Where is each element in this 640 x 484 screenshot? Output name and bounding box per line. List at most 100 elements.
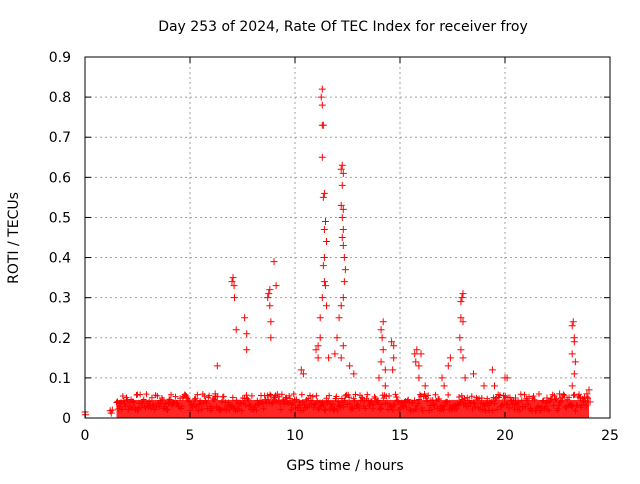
data-marker [337, 201, 345, 209]
band-marker [118, 399, 125, 406]
band-marker [531, 396, 538, 403]
y-tick-label: 0.5 [49, 210, 71, 226]
data-marker [231, 294, 239, 302]
data-marker [320, 225, 328, 233]
band-marker [158, 401, 165, 408]
band-marker [333, 393, 340, 400]
band-marker [168, 391, 175, 398]
band-marker [164, 406, 171, 413]
band-marker [576, 391, 583, 398]
band-marker [185, 396, 192, 403]
band-marker [364, 391, 371, 398]
band-marker [431, 402, 438, 409]
data-marker [229, 274, 237, 282]
band-marker [163, 406, 170, 413]
data-marker [350, 370, 358, 378]
band-marker [351, 397, 358, 404]
band-marker [461, 395, 468, 402]
data-marker [337, 354, 345, 362]
band-marker [386, 392, 393, 399]
data-marker [459, 318, 467, 326]
band-marker [355, 402, 362, 409]
data-marker [321, 282, 329, 290]
data-marker [379, 318, 387, 326]
band-marker [506, 394, 513, 401]
data-marker [323, 238, 330, 246]
band-marker [198, 406, 205, 413]
data-marker [243, 330, 251, 338]
band-marker [206, 392, 213, 399]
data-marker [323, 302, 330, 310]
band-marker [269, 399, 276, 406]
band-marker [429, 397, 436, 404]
chart-title: Day 253 of 2024, Rate Of TEC Index for r… [158, 19, 528, 35]
x-tick-label: 10 [286, 428, 304, 444]
band-marker [267, 391, 274, 398]
data-marker [459, 290, 467, 298]
data-marker [266, 302, 274, 310]
band-marker [555, 405, 562, 412]
band-marker [578, 401, 585, 408]
band-marker [556, 402, 563, 409]
band-marker [585, 395, 592, 402]
data-marker [338, 234, 346, 241]
band-marker [293, 396, 300, 403]
y-tick-label: 0.6 [49, 170, 71, 186]
data-marker [338, 213, 346, 221]
band-marker [503, 400, 510, 407]
band-marker [320, 402, 327, 409]
data-marker [339, 205, 347, 213]
data-marker [165, 398, 173, 406]
band-marker [182, 392, 189, 399]
band-marker [489, 407, 496, 414]
data-marker [316, 334, 324, 342]
data-marker [265, 290, 273, 298]
band-marker [319, 399, 326, 406]
y-axis-label: ROTI / TECUs [6, 192, 22, 284]
grid-lines [85, 57, 610, 418]
band-marker [440, 406, 447, 413]
band-marker [445, 391, 452, 398]
band-marker [297, 402, 304, 409]
data-marker [390, 354, 398, 362]
data-marker [267, 334, 275, 342]
band-marker [270, 395, 277, 402]
band-marker [430, 401, 437, 408]
band-marker [162, 400, 169, 407]
band-marker [160, 405, 167, 412]
data-marker [299, 370, 307, 378]
band-marker [326, 392, 333, 399]
band-marker [137, 391, 144, 398]
band-marker [254, 397, 261, 404]
data-marker [457, 346, 465, 354]
data-marker [488, 366, 496, 374]
band-marker [491, 400, 498, 407]
data-marker [266, 286, 274, 294]
data-marker [232, 326, 240, 334]
band-marker [403, 404, 410, 411]
band-marker [553, 395, 560, 402]
band-marker [266, 400, 273, 407]
band-marker [504, 401, 511, 408]
band-marker [552, 396, 559, 403]
band-marker [192, 395, 199, 402]
band-marker [441, 403, 448, 410]
band-marker [148, 405, 155, 412]
data-marker [413, 346, 421, 354]
data-marker [338, 181, 346, 189]
band-marker [367, 402, 374, 409]
band-marker [515, 399, 522, 406]
band-marker [560, 391, 567, 398]
data-marker [556, 390, 564, 398]
band-marker [399, 402, 406, 409]
band-marker [354, 401, 361, 408]
band-marker [561, 392, 568, 399]
band-marker [325, 398, 332, 405]
data-marker [318, 294, 326, 302]
band-marker [301, 401, 308, 408]
data-marker [346, 362, 354, 370]
band-marker [352, 391, 359, 398]
band-marker [346, 394, 353, 401]
band-marker [494, 406, 501, 413]
